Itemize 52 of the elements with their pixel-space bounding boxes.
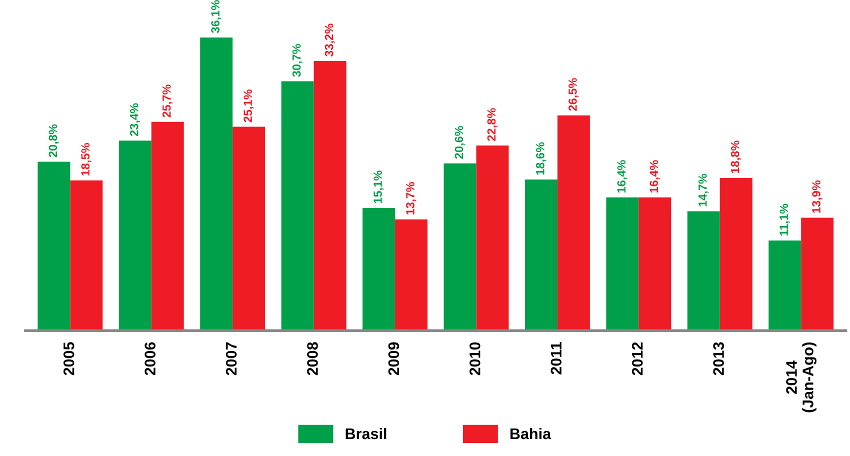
data-label: 16,4%: [650, 160, 660, 193]
data-label: 26,5%: [568, 78, 579, 111]
data-label: 11,1%: [780, 204, 790, 236]
x-tick-label: 2011: [550, 342, 562, 374]
data-label: 15,1%: [374, 170, 384, 204]
data-label: 14,7%: [698, 174, 709, 206]
legend-label: Brasil: [346, 428, 386, 440]
x-tick-label: 2014 (Jan-Ago): [786, 342, 816, 412]
x-tick-label: 2009: [388, 342, 400, 376]
bar: [70, 180, 103, 331]
data-label: 20,6%: [454, 126, 465, 159]
data-label: 25,1%: [244, 89, 254, 122]
x-tick-label: 2008: [307, 342, 318, 376]
data-label: 18,6%: [536, 142, 546, 175]
bar: [314, 61, 346, 331]
bar: [606, 197, 639, 331]
data-label: 18,8%: [730, 140, 741, 174]
bar: [444, 163, 476, 331]
x-tick-label: 2013: [713, 342, 724, 376]
data-label: 33,2%: [324, 24, 335, 57]
x-tick-label: 2007: [226, 342, 237, 376]
data-label: 13,9%: [812, 180, 822, 213]
legend-label: Bahia: [510, 428, 552, 440]
bar: [151, 122, 184, 331]
data-label: 23,4%: [130, 103, 140, 136]
bar: [281, 81, 314, 331]
bar: [118, 140, 152, 331]
data-label: 36,1%: [211, 0, 222, 34]
data-label: 30,7%: [292, 44, 302, 77]
bar: [476, 145, 509, 331]
bar: [524, 180, 558, 331]
bar: [395, 219, 428, 331]
bar: [720, 178, 752, 331]
x-tick-label: 2012: [632, 342, 643, 376]
x-tick-label: 2005: [63, 342, 74, 376]
bar: [557, 115, 590, 331]
bar: [687, 211, 720, 331]
bar: [768, 240, 802, 331]
bar: [38, 162, 70, 331]
bar: [232, 126, 266, 331]
data-label: 22,8%: [487, 108, 498, 141]
data-label: 20,8%: [48, 124, 59, 158]
data-label: 18,5%: [81, 143, 92, 176]
bar: [801, 218, 834, 331]
data-label: 25,7%: [162, 84, 173, 118]
bar: [638, 197, 672, 331]
bar: [200, 37, 233, 331]
data-label: 16,4%: [617, 160, 628, 193]
bar: [362, 208, 396, 331]
x-tick-label: 2006: [144, 342, 156, 376]
data-label: 13,7%: [406, 182, 416, 214]
x-tick-label: 2010: [470, 342, 480, 376]
